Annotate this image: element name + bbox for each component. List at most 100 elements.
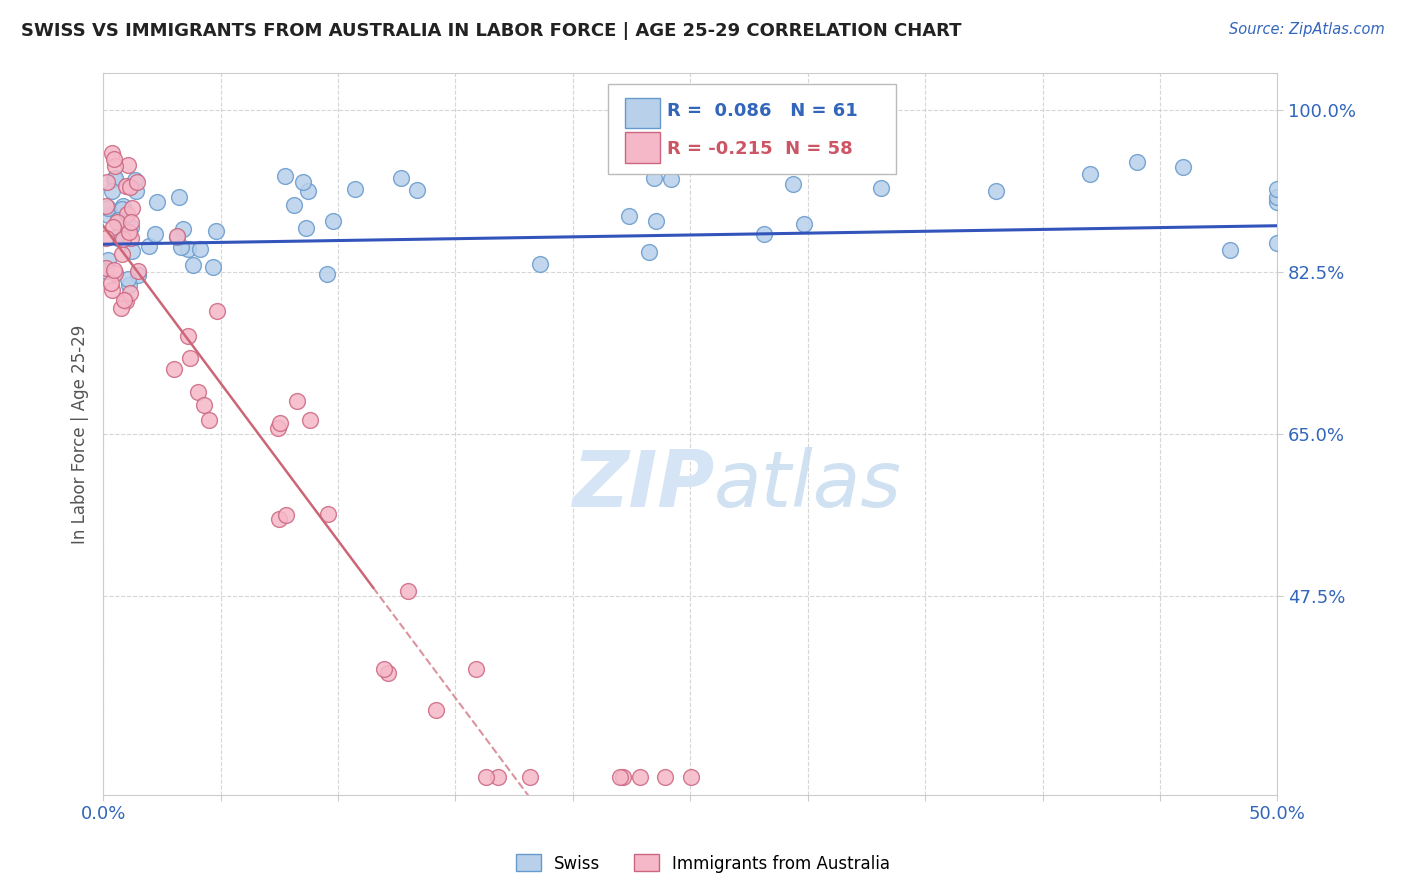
Point	[170, 240, 193, 254]
Point	[202, 260, 225, 275]
Point	[96, 260, 118, 275]
Point	[179, 351, 201, 366]
Point	[389, 170, 412, 185]
Point	[373, 662, 395, 676]
Point	[120, 215, 142, 229]
Point	[111, 202, 134, 217]
Point	[1125, 155, 1147, 169]
Point	[167, 190, 190, 204]
Point	[1173, 161, 1195, 175]
Point	[121, 202, 143, 216]
FancyBboxPatch shape	[607, 84, 896, 174]
Point	[188, 243, 211, 257]
Point	[628, 770, 651, 784]
Point	[118, 225, 141, 239]
Point	[146, 194, 169, 209]
Point	[97, 202, 120, 216]
Point	[654, 770, 676, 784]
Point	[295, 221, 318, 235]
Point	[754, 227, 776, 242]
Point	[198, 413, 221, 427]
Point	[322, 213, 344, 227]
Point	[112, 232, 135, 246]
Point	[643, 171, 665, 186]
Point	[138, 239, 160, 253]
Point	[298, 412, 321, 426]
Point	[166, 230, 188, 244]
Point	[267, 512, 290, 526]
Point	[205, 224, 228, 238]
Point	[104, 171, 127, 186]
Point	[103, 172, 125, 186]
Point	[1267, 182, 1289, 196]
Point	[127, 268, 149, 282]
Text: SWISS VS IMMIGRANTS FROM AUSTRALIA IN LABOR FORCE | AGE 25-29 CORRELATION CHART: SWISS VS IMMIGRANTS FROM AUSTRALIA IN LA…	[21, 22, 962, 40]
Point	[274, 169, 297, 183]
Point	[681, 770, 703, 784]
Point	[267, 421, 290, 435]
Point	[316, 508, 339, 522]
Point	[269, 416, 291, 430]
FancyBboxPatch shape	[624, 97, 659, 128]
Point	[114, 179, 136, 194]
Point	[110, 226, 132, 240]
Point	[205, 304, 228, 318]
Point	[172, 222, 194, 236]
Text: Source: ZipAtlas.com: Source: ZipAtlas.com	[1229, 22, 1385, 37]
Point	[609, 770, 631, 784]
Point	[163, 362, 186, 376]
Point	[486, 770, 509, 784]
Point	[127, 263, 149, 277]
Point	[97, 208, 120, 222]
Point	[406, 182, 429, 196]
Point	[529, 257, 551, 271]
Point	[285, 394, 308, 409]
Point	[111, 246, 134, 260]
Point	[107, 212, 129, 227]
Point	[612, 770, 634, 784]
Point	[105, 215, 128, 229]
Legend: Swiss, Immigrants from Australia: Swiss, Immigrants from Australia	[509, 847, 897, 880]
Point	[1078, 167, 1101, 181]
Point	[519, 770, 541, 784]
Point	[619, 210, 641, 224]
Point	[103, 152, 125, 166]
Point	[1267, 235, 1289, 250]
Point	[101, 185, 124, 199]
Text: R =  0.086   N = 61: R = 0.086 N = 61	[666, 103, 858, 120]
Point	[100, 145, 122, 160]
Point	[316, 268, 339, 282]
Point	[193, 398, 215, 412]
Text: ZIP: ZIP	[571, 447, 714, 523]
Point	[1219, 243, 1241, 257]
Point	[638, 245, 661, 260]
Point	[398, 584, 420, 599]
Point	[283, 198, 305, 212]
Point	[782, 178, 804, 192]
Point	[120, 219, 142, 234]
Point	[96, 175, 118, 189]
Text: R = -0.215  N = 58: R = -0.215 N = 58	[666, 140, 852, 158]
Point	[659, 172, 682, 186]
Point	[177, 242, 200, 256]
Point	[103, 220, 125, 235]
Point	[1267, 195, 1289, 210]
Point	[112, 199, 135, 213]
Point	[377, 666, 399, 681]
Point	[104, 159, 127, 173]
Point	[101, 283, 124, 297]
Point	[127, 175, 149, 189]
Text: atlas: atlas	[714, 447, 901, 523]
Point	[94, 231, 117, 245]
Point	[96, 264, 118, 278]
Point	[1267, 190, 1289, 204]
Point	[108, 232, 131, 246]
Point	[143, 227, 166, 242]
Point	[176, 329, 198, 343]
Point	[187, 385, 209, 400]
Point	[644, 214, 666, 228]
Point	[111, 220, 134, 235]
Y-axis label: In Labor Force | Age 25-29: In Labor Force | Age 25-29	[72, 325, 89, 543]
Point	[110, 301, 132, 315]
Point	[114, 293, 136, 308]
